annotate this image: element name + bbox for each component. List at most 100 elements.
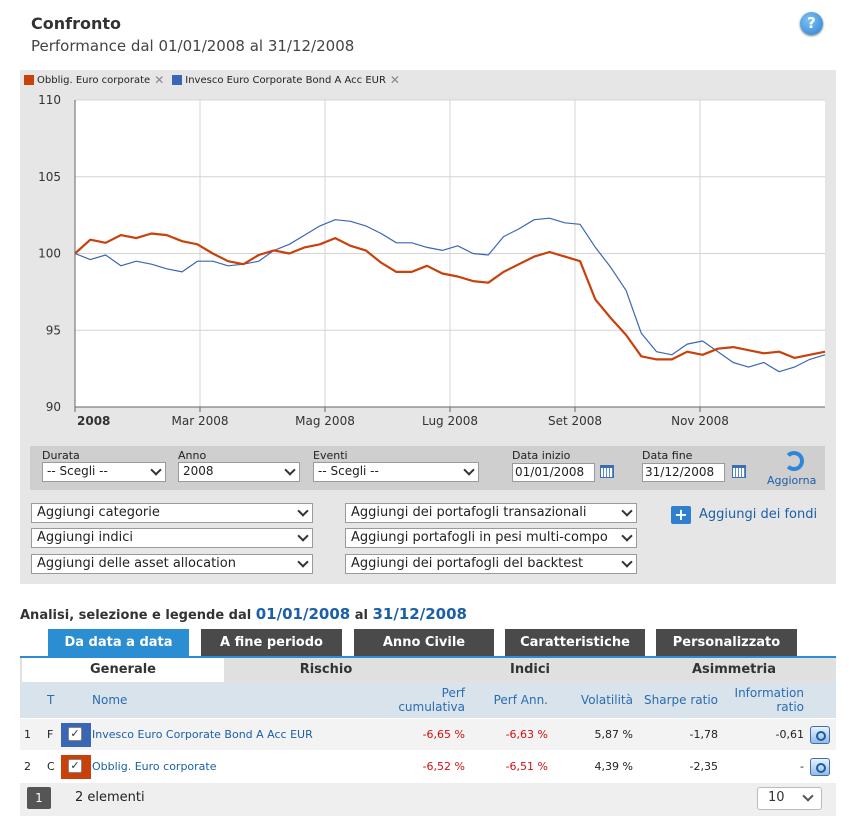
x-tick-label: Set 2008 (548, 414, 602, 428)
add-multi-compo-portfolios-select[interactable]: Aggiungi portafogli in pesi multi-compo (345, 528, 637, 548)
row-type: C (47, 760, 55, 773)
tab-caratteristiche[interactable]: Caratteristiche (505, 629, 645, 656)
row-info-ratio: - (800, 760, 804, 773)
data-inizio-input[interactable]: 01/01/2008 (512, 463, 595, 482)
x-tick-label: Mar 2008 (172, 414, 229, 428)
add-transactional-portfolios-select[interactable]: Aggiungi dei portafogli transazionali (345, 503, 637, 523)
table-row: 1 F ✓ Invesco Euro Corporate Bond A Acc … (20, 719, 836, 750)
col-perf-ann[interactable]: Perf Ann. (493, 693, 548, 707)
performance-chart: 110 105 100 95 90 2008 Mar 2008 Mag 2008 Lug 200… (38, 93, 826, 428)
fund-report-icon[interactable] (810, 758, 830, 776)
data-fine-label: Data fine (642, 449, 693, 462)
legend-label: Invesco Euro Corporate Bond A Acc EUR (185, 74, 386, 86)
dropdown-label: Aggiungi indici (37, 530, 133, 545)
row-perf-cum: -6,52 % (422, 760, 465, 773)
add-asset-allocation-select[interactable]: Aggiungi delle asset allocation (31, 554, 313, 574)
legend-item-fund: Invesco Euro Corporate Bond A Acc EUR ✕ (172, 73, 400, 87)
y-tick-label: 100 (38, 247, 61, 261)
durata-label: Durata (42, 449, 80, 462)
row-perf-ann: -6,63 % (505, 728, 548, 741)
tab-da-data-a-data[interactable]: Da data a data (48, 629, 189, 656)
dropdown-label: Aggiungi delle asset allocation (37, 556, 236, 571)
add-funds-link[interactable]: Aggiungi dei fondi (699, 507, 818, 522)
col-perf-cum-line1: Perf (441, 686, 465, 700)
refresh-icon[interactable] (784, 451, 804, 471)
col-volatility[interactable]: Volatilità (580, 693, 633, 707)
col-nome[interactable]: Nome (92, 693, 128, 707)
question-icon[interactable]: ? (800, 12, 823, 35)
row-index: 1 (24, 728, 31, 741)
y-tick-label: 110 (38, 93, 61, 107)
col-perf-cum[interactable]: Perf cumulativa (372, 686, 465, 714)
add-categories-select[interactable]: Aggiungi categorie (31, 503, 313, 523)
legend-label: Obblig. Euro corporate (37, 74, 151, 86)
row-type: F (47, 728, 54, 741)
x-tick-label: Lug 2008 (422, 414, 478, 428)
checkmark-icon: ✓ (68, 759, 82, 773)
page-title: Confronto (31, 14, 121, 33)
tab-personalizzato[interactable]: Personalizzato (656, 629, 797, 656)
series-line-category (74, 232, 826, 361)
remove-series-icon[interactable]: ✕ (389, 73, 400, 87)
col-info-ratio[interactable]: Information ratio (724, 686, 804, 714)
row-perf-ann: -6,51 % (505, 760, 548, 773)
legend-item-category: Obblig. Euro corporate ✕ (24, 73, 164, 87)
chevron-down-icon (621, 556, 633, 568)
chevron-down-icon (463, 464, 475, 476)
table-header: T Nome Perf cumulativa Perf Ann. Volatil… (20, 682, 836, 718)
data-fine-input[interactable]: 31/12/2008 (642, 463, 725, 482)
eventi-label: Eventi (313, 449, 348, 462)
row-sharpe: -1,78 (689, 728, 718, 741)
chevron-down-icon (297, 530, 309, 542)
anno-label: Anno (178, 449, 207, 462)
pager-bar (20, 783, 836, 816)
page-button[interactable]: 1 (27, 787, 51, 809)
subtab-asimmetria[interactable]: Asimmetria (691, 662, 777, 677)
page-size-select[interactable]: 10 (757, 787, 822, 810)
aggiorna-button[interactable]: Aggiorna (767, 474, 817, 487)
row-name-link[interactable]: Obblig. Euro corporate (92, 760, 217, 773)
subtab-rischio[interactable]: Rischio (299, 662, 353, 677)
plus-icon[interactable]: + (671, 506, 691, 524)
anno-select[interactable]: 2008 (178, 462, 300, 482)
chevron-down-icon (621, 530, 633, 542)
eventi-select[interactable]: -- Scegli -- (313, 462, 479, 482)
col-sharpe[interactable]: Sharpe ratio (644, 693, 718, 707)
legend-swatch (24, 75, 34, 85)
fund-report-icon[interactable] (810, 726, 830, 744)
add-indices-select[interactable]: Aggiungi indici (31, 528, 313, 548)
dropdown-label: Aggiungi portafogli in pesi multi-compo (351, 530, 608, 545)
row-sharpe: -2,35 (689, 760, 718, 773)
add-backtest-portfolios-select[interactable]: Aggiungi dei portafogli del backtest (345, 554, 637, 574)
dropdown-label: Aggiungi dei portafogli del backtest (351, 556, 584, 571)
row-name-link[interactable]: Invesco Euro Corporate Bond A Acc EUR (92, 728, 313, 741)
table-row: 2 C ✓ Obblig. Euro corporate -6,52 % -6,… (20, 751, 836, 782)
analysis-to-date: 31/12/2008 (372, 605, 467, 623)
x-tick-label: 2008 (77, 414, 110, 428)
subtab-indici[interactable]: Indici (509, 662, 550, 677)
tab-a-fine-periodo[interactable]: A fine periodo (201, 629, 342, 656)
dropdown-label: Aggiungi categorie (37, 505, 160, 520)
calendar-icon[interactable] (600, 465, 614, 478)
chevron-down-icon (150, 464, 162, 476)
legend-swatch (172, 75, 183, 85)
chevron-down-icon (284, 464, 296, 476)
chevron-down-icon (621, 505, 633, 517)
analysis-prefix: Analisi, selezione e legende dal (20, 608, 252, 623)
row-checkbox[interactable]: ✓ (61, 723, 91, 747)
tab-anno-civile[interactable]: Anno Civile (354, 629, 494, 656)
durata-select[interactable]: -- Scegli -- (42, 462, 166, 482)
calendar-icon[interactable] (732, 465, 746, 478)
subtab-generale[interactable]: Generale (22, 658, 224, 682)
item-count: 2 elementi (75, 790, 145, 805)
checkmark-icon: ✓ (68, 727, 82, 741)
row-volatility: 4,39 % (594, 760, 633, 773)
remove-series-icon[interactable]: ✕ (154, 73, 165, 87)
chevron-down-icon (297, 505, 309, 517)
dropdown-label: Aggiungi dei portafogli transazionali (351, 505, 587, 520)
tab-underline (20, 656, 836, 658)
y-tick-label: 90 (46, 400, 61, 414)
durata-value: -- Scegli -- (47, 464, 108, 478)
data-inizio-label: Data inizio (512, 449, 571, 462)
row-checkbox[interactable]: ✓ (61, 755, 91, 779)
